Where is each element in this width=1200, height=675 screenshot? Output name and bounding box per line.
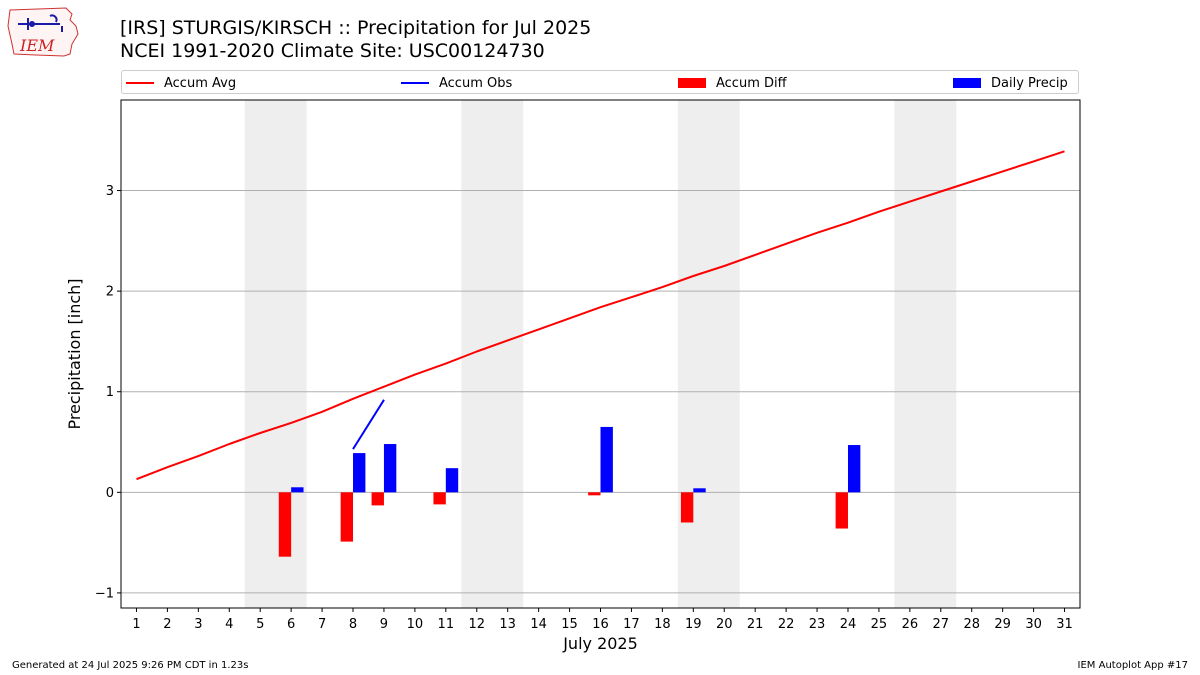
accum-diff-bar-day-19 (680, 492, 694, 523)
x-tick-label-25: 25 (871, 617, 888, 632)
x-tick-label-18: 18 (654, 617, 671, 632)
daily-precip-bar-day-19 (693, 488, 706, 493)
x-tick-label-23: 23 (809, 617, 826, 632)
accum-diff-bar-day-24 (835, 492, 848, 529)
iowa-outline (7, 7, 79, 57)
weather-icon (18, 14, 63, 32)
x-tick-label-13: 13 (499, 617, 516, 632)
accum-obs-line (352, 399, 385, 450)
x-tick-label-22: 22 (778, 617, 795, 632)
x-tick-label-4: 4 (225, 617, 233, 632)
x-tick-label-30: 30 (1025, 617, 1042, 632)
logo-text: IEM (19, 36, 55, 55)
chart-legend: Accum Avg Accum Obs Accum Diff Daily Pre… (121, 70, 1079, 94)
legend-swatch-accum-obs (401, 82, 429, 84)
x-tick-label-31: 31 (1056, 617, 1073, 632)
x-tick-label-1: 1 (132, 617, 140, 632)
x-tick-label-15: 15 (561, 617, 578, 632)
legend-item-daily-precip: Daily Precip (953, 74, 1068, 92)
chart-title: [IRS] STURGIS/KIRSCH :: Precipitation fo… (120, 17, 592, 39)
x-tick-label-14: 14 (530, 617, 547, 632)
accum-diff-bar-day-8 (340, 492, 354, 542)
accum-diff-bar-day-11 (433, 492, 446, 505)
weekend-band-4 (894, 100, 957, 608)
x-tick-label-29: 29 (994, 617, 1011, 632)
x-tick-label-9: 9 (380, 617, 388, 632)
daily-precip-bar-day-11 (445, 468, 459, 493)
x-tick-label-11: 11 (438, 617, 455, 632)
daily-precip-bar-day-24 (847, 445, 861, 493)
chart-subtitle: NCEI 1991-2020 Climate Site: USC00124730 (120, 40, 545, 62)
daily-precip-bar-day-6 (291, 487, 304, 493)
daily-precip-bar-day-8 (353, 453, 366, 493)
legend-label-accum-diff: Accum Diff (716, 75, 787, 91)
y-tick-label-3: 3 (106, 184, 114, 199)
x-tick-label-26: 26 (902, 617, 919, 632)
x-tick-label-8: 8 (349, 617, 357, 632)
accum-avg-line (136, 150, 1065, 481)
x-tick-label-20: 20 (716, 617, 733, 632)
legend-item-accum-diff: Accum Diff (678, 74, 787, 92)
y-tick-label--1: −1 (95, 586, 114, 601)
daily-precip-bar-day-9 (383, 444, 397, 493)
legend-swatch-accum-diff (678, 78, 706, 88)
x-tick-label-17: 17 (623, 617, 640, 632)
app-label: IEM Autoplot App #17 (1077, 660, 1188, 671)
x-tick-label-5: 5 (256, 617, 264, 632)
plot-frame (120, 99, 1081, 609)
x-tick-label-6: 6 (287, 617, 295, 632)
x-tick-label-16: 16 (592, 617, 609, 632)
y-tick-label-2: 2 (106, 285, 114, 300)
x-tick-label-7: 7 (318, 617, 326, 632)
x-tick-label-19: 19 (685, 617, 702, 632)
x-tick-label-12: 12 (468, 617, 485, 632)
accum-diff-bar-day-16 (588, 492, 601, 496)
x-tick-label-3: 3 (194, 617, 202, 632)
accum-diff-bar-day-6 (278, 492, 292, 557)
legend-label-daily-precip: Daily Precip (991, 75, 1068, 91)
daily-precip-bar-day-16 (600, 426, 613, 493)
legend-label-accum-obs: Accum Obs (439, 75, 513, 91)
x-tick-label-21: 21 (747, 617, 764, 632)
y-axis-label: Precipitation [inch] (65, 278, 84, 429)
x-tick-label-10: 10 (407, 617, 424, 632)
x-axis-label: July 2025 (562, 634, 638, 653)
legend-item-accum-obs: Accum Obs (401, 74, 512, 92)
y-tick-label-1: 1 (106, 385, 114, 400)
weekend-band-3 (677, 100, 740, 608)
legend-swatch-daily-precip (953, 78, 981, 88)
x-tick-label-2: 2 (163, 617, 171, 632)
x-tick-label-24: 24 (840, 617, 857, 632)
weekend-band-2 (461, 100, 524, 608)
generated-timestamp: Generated at 24 Jul 2025 9:26 PM CDT in … (12, 660, 249, 671)
weather-icon-dot (29, 21, 35, 27)
y-tick-label-0: 0 (106, 486, 114, 501)
legend-swatch-accum-avg (126, 82, 154, 84)
iem-logo: IEM (7, 7, 79, 57)
legend-item-accum-avg: Accum Avg (126, 74, 236, 92)
weekend-band-1 (244, 100, 307, 608)
x-tick-label-28: 28 (963, 617, 980, 632)
accum-diff-bar-day-9 (371, 492, 384, 506)
legend-label-accum-avg: Accum Avg (164, 75, 237, 91)
x-tick-label-27: 27 (933, 617, 950, 632)
